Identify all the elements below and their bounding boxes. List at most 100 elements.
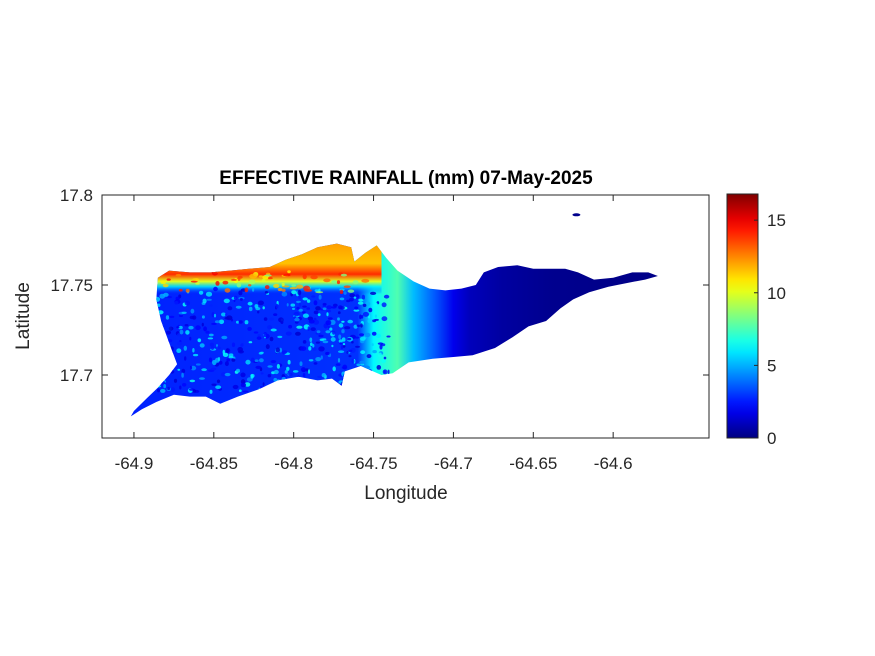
rainfall-speckle — [306, 307, 311, 310]
x-axis-label: Longitude — [364, 483, 447, 504]
rainfall-speckle — [157, 303, 161, 307]
rainfall-speckle — [182, 383, 187, 387]
rainfall-speckle — [264, 285, 270, 290]
rainfall-speckle — [195, 325, 201, 331]
rainfall-speckle — [160, 280, 167, 285]
rainfall-speckle — [348, 349, 353, 352]
rainfall-speckle — [206, 298, 212, 301]
rainfall-speckle — [310, 275, 318, 280]
rainfall-speckle — [211, 312, 215, 318]
rainfall-speckle — [245, 359, 251, 365]
rainfall-speckle — [175, 273, 182, 277]
rainfall-speckle — [195, 363, 201, 366]
rainfall-speckle — [269, 336, 274, 342]
rainfall-speckle — [218, 360, 223, 365]
rainfall-speckle — [163, 384, 167, 389]
rainfall-speckle — [306, 299, 311, 303]
rainfall-speckle — [300, 367, 306, 373]
rainfall-speckle — [319, 338, 325, 342]
rainfall-speckle — [267, 277, 273, 280]
rainfall-speckle — [370, 291, 377, 295]
rainfall-speckle — [302, 311, 306, 314]
rainfall-speckle — [240, 372, 246, 378]
rainfall-speckle — [198, 290, 204, 295]
rainfall-speckle — [339, 289, 344, 294]
rainfall-speckle — [273, 377, 278, 382]
rainfall-speckle — [346, 351, 349, 354]
rainfall-speckle — [249, 273, 258, 279]
rainfall-speckle — [224, 316, 230, 320]
rainfall-speckle — [293, 311, 300, 317]
rainfall-speckle — [338, 339, 343, 343]
rainfall-speckle — [343, 285, 351, 289]
rainfall-speckle — [199, 343, 205, 348]
rainfall-speckle — [339, 306, 345, 310]
rainfall-speckle — [356, 363, 361, 367]
rainfall-speckle — [231, 358, 236, 362]
rainfall-speckle — [253, 331, 259, 334]
rainfall-speckle — [292, 370, 299, 373]
rainfall-speckle — [166, 330, 171, 335]
rainfall-speckle — [290, 303, 296, 307]
rainfall-speckle — [367, 318, 374, 324]
rainfall-speckle — [361, 278, 370, 283]
rainfall-speckle — [222, 280, 229, 285]
rainfall-speckle — [341, 320, 345, 323]
rainfall-speckle — [277, 287, 283, 292]
rainfall-speckle — [327, 325, 330, 329]
rainfall-speckle — [296, 300, 301, 304]
rainfall-speckle — [224, 361, 229, 367]
rainfall-speckle — [312, 347, 317, 351]
rainfall-speckle — [254, 359, 259, 363]
rainfall-speckle — [318, 334, 324, 338]
rainfall-speckle — [372, 350, 377, 354]
rainfall-speckle — [231, 342, 236, 348]
colorbar-tick-label: 5 — [767, 356, 776, 375]
rainfall-speckle — [282, 350, 286, 355]
rainfall-speckle — [342, 345, 346, 348]
rainfall-speckle — [260, 351, 264, 354]
rainfall-speckle — [279, 347, 282, 353]
rainfall-speckle — [177, 368, 181, 371]
rainfall-speckle — [383, 356, 387, 360]
rainfall-speckle — [207, 337, 214, 340]
rainfall-speckle — [250, 357, 255, 363]
rainfall-speckle — [331, 344, 334, 348]
rainfall-speckle — [374, 302, 378, 307]
rainfall-speckle — [192, 315, 197, 320]
rainfall-speckle — [248, 341, 253, 344]
rainfall-speckle — [192, 348, 195, 353]
rainfall-speckle — [375, 333, 381, 338]
rainfall-speckle — [308, 319, 315, 324]
rainfall-speckle — [192, 389, 197, 393]
rainfall-speckle — [311, 295, 316, 298]
rainfall-speckle — [162, 283, 169, 288]
rainfall-speckle — [209, 389, 213, 394]
rainfall-speckle — [299, 361, 303, 367]
x-tick-label: -64.65 — [509, 454, 557, 473]
rainfall-speckle — [201, 315, 205, 319]
x-tick-label: -64.9 — [115, 454, 154, 473]
rainfall-speckle — [303, 285, 311, 291]
rainfall-speckle — [312, 343, 315, 348]
x-tick-label: -64.85 — [190, 454, 238, 473]
rainfall-speckle — [371, 331, 377, 336]
rainfall-speckle — [310, 327, 316, 331]
rainfall-speckle — [372, 319, 377, 323]
rainfall-speckle — [358, 298, 364, 302]
rainfall-speckle — [214, 346, 222, 350]
rainfall-speckle — [329, 327, 333, 331]
rainfall-speckle — [181, 311, 187, 314]
rainfall-speckle — [329, 319, 336, 325]
rainfall-speckle — [325, 351, 330, 356]
rainfall-speckle — [160, 388, 166, 393]
rainfall-speckle — [168, 326, 174, 331]
rainfall-speckle — [359, 336, 366, 341]
rainfall-speckle — [197, 338, 202, 343]
rainfall-speckle — [184, 324, 189, 327]
rainfall-speckle — [318, 294, 322, 300]
rainfall-speckle — [332, 366, 336, 372]
rainfall-speckle — [285, 331, 292, 336]
rainfall-speckle — [273, 283, 280, 288]
rainfall-speckle — [302, 313, 309, 318]
